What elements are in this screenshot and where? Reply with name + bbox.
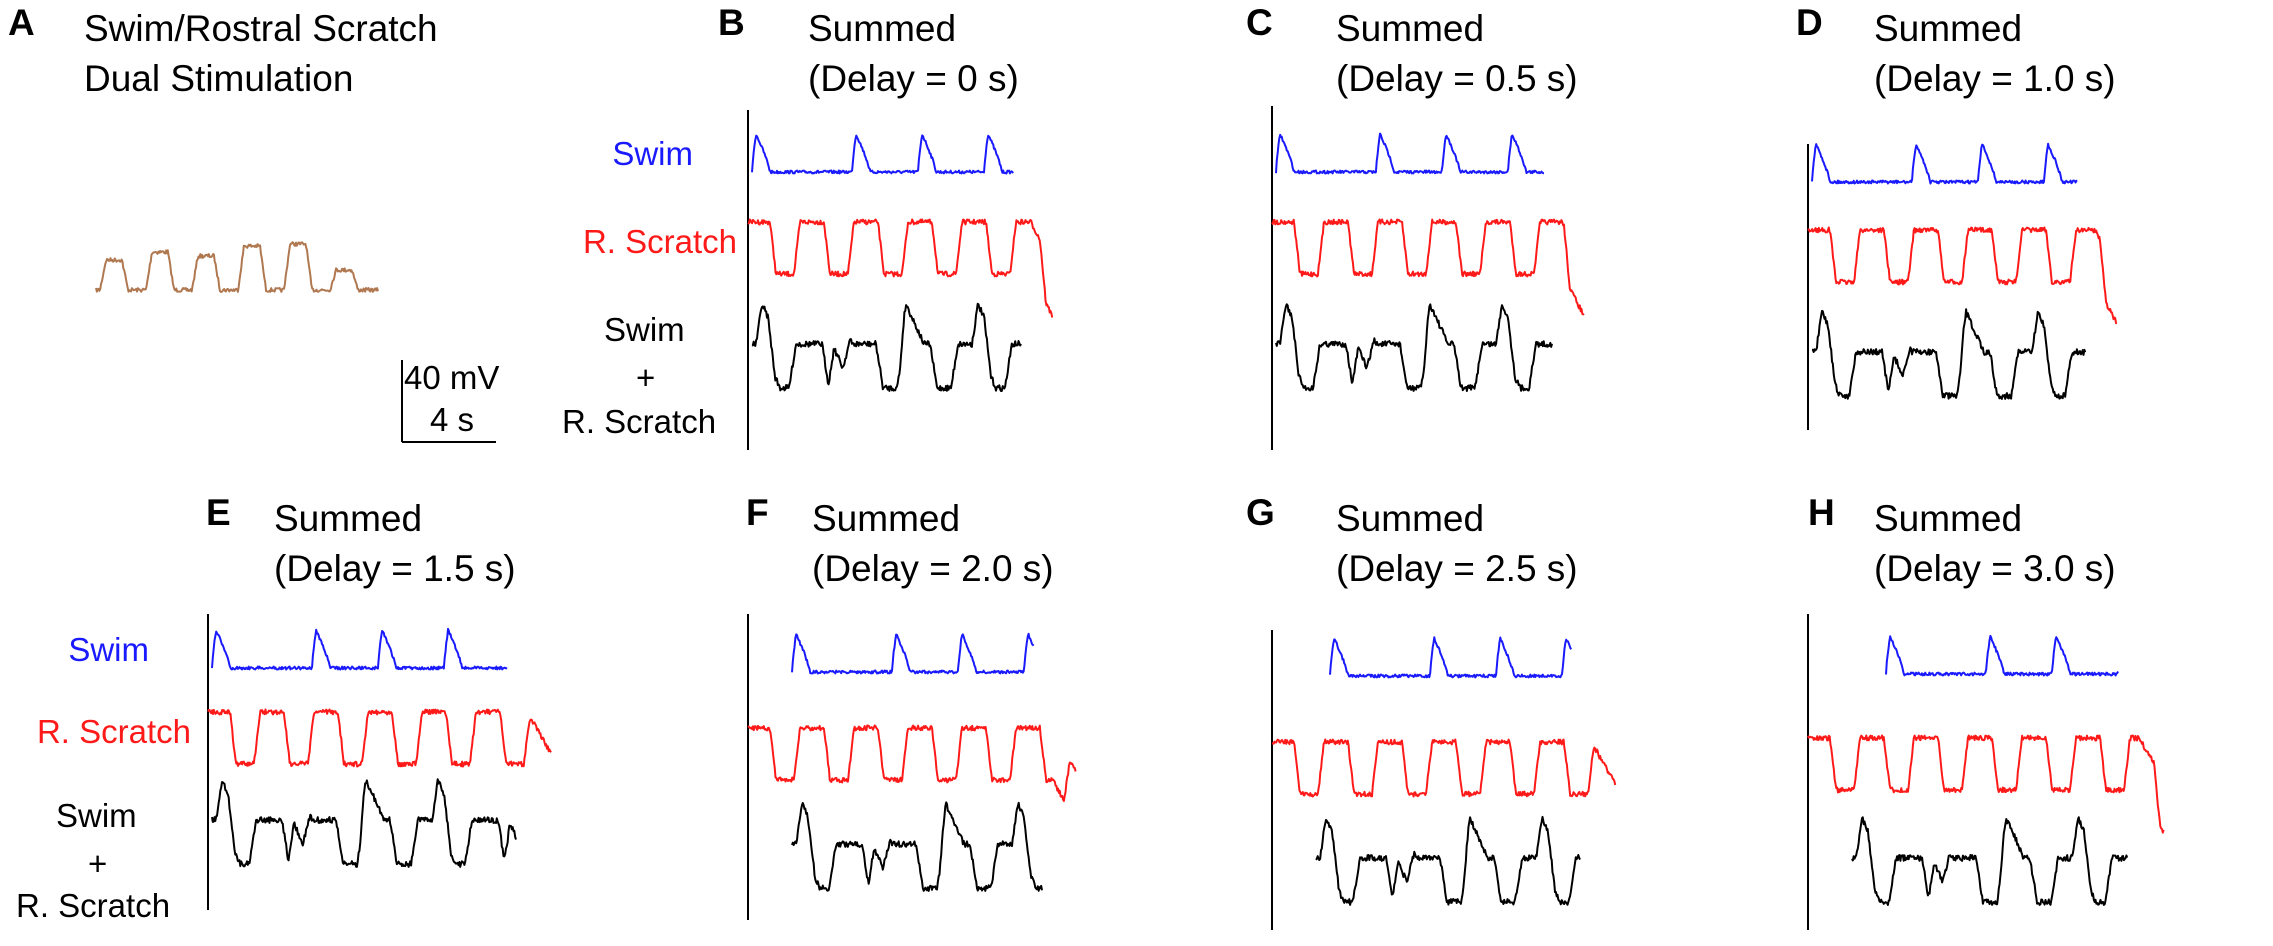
panel-letter-f: F bbox=[746, 492, 769, 533]
row-label-sum-bottom-line1: Swim bbox=[56, 797, 137, 834]
panel-h-swim-trace bbox=[1885, 634, 2119, 677]
panel-c-title: Summed bbox=[1336, 8, 1485, 49]
row-label-swim-bottom: Swim bbox=[68, 631, 149, 668]
panel-c-summed-trace bbox=[1275, 303, 1553, 392]
row-label-scratch-top: R. Scratch bbox=[582, 223, 737, 260]
panel-letter-h: H bbox=[1808, 492, 1835, 533]
panel-f-title: Summed bbox=[812, 498, 961, 539]
panel-e-swim-trace bbox=[211, 627, 508, 671]
panel-g-swim-trace bbox=[1329, 636, 1573, 679]
panel-f-summed-trace bbox=[791, 801, 1043, 892]
panel-d-swim-trace bbox=[1811, 142, 2078, 185]
row-label-sum-top-line2: + bbox=[636, 359, 656, 396]
panel-d-delay: (Delay = 1.0 s) bbox=[1874, 58, 2116, 99]
panel-b-swim-trace bbox=[751, 134, 1014, 175]
panel-d-scratch-trace bbox=[1807, 226, 2118, 325]
row-label-scratch-bottom: R. Scratch bbox=[36, 713, 191, 750]
panel-b-summed-trace bbox=[751, 302, 1022, 392]
panel-c-swim-trace bbox=[1275, 132, 1545, 175]
panel-b-delay: (Delay = 0 s) bbox=[808, 58, 1019, 99]
panel-g-summed-trace bbox=[1315, 815, 1581, 906]
panel-c-delay: (Delay = 0.5 s) bbox=[1336, 58, 1578, 99]
panel-h-scratch-trace bbox=[1807, 734, 2165, 834]
dual-stim-trace bbox=[95, 241, 379, 293]
panel-e-delay: (Delay = 1.5 s) bbox=[274, 548, 516, 589]
row-label-sum-top-line3: R. Scratch bbox=[562, 403, 717, 440]
panel-letter-a: A bbox=[8, 2, 35, 43]
panel-b-title: Summed bbox=[808, 8, 957, 49]
panel-a-title-line2: Dual Stimulation bbox=[84, 58, 354, 99]
panel-h-summed-trace bbox=[1851, 816, 2129, 906]
panel-d-summed-trace bbox=[1811, 308, 2087, 400]
row-label-sum-top-line1: Swim bbox=[604, 311, 685, 348]
panel-a-title-line1: Swim/Rostral Scratch bbox=[84, 8, 438, 49]
panel-b-scratch-trace bbox=[747, 218, 1054, 318]
panel-h-delay: (Delay = 3.0 s) bbox=[1874, 548, 2116, 589]
panel-letter-g: G bbox=[1246, 492, 1275, 533]
panel-d-title: Summed bbox=[1874, 8, 2023, 49]
panel-g-title: Summed bbox=[1336, 498, 1485, 539]
panel-c-scratch-trace bbox=[1271, 218, 1585, 316]
panel-f-swim-trace bbox=[791, 632, 1035, 675]
row-label-sum-bottom-line3: R. Scratch bbox=[16, 887, 171, 924]
panel-e-scratch-trace bbox=[207, 708, 552, 768]
panel-e-title: Summed bbox=[274, 498, 423, 539]
row-label-swim-top: Swim bbox=[612, 135, 693, 172]
panel-letter-d: D bbox=[1796, 2, 1823, 43]
panel-letter-c: C bbox=[1246, 2, 1273, 43]
panel-e-summed-trace bbox=[211, 778, 517, 868]
row-label-sum-bottom-line2: + bbox=[88, 845, 108, 882]
panel-letter-e: E bbox=[206, 492, 231, 533]
panel-g-delay: (Delay = 2.5 s) bbox=[1336, 548, 1578, 589]
panel-g-scratch-trace bbox=[1271, 738, 1617, 798]
scale-bar-voltage-label: 40 mV bbox=[404, 359, 500, 396]
panel-f-delay: (Delay = 2.0 s) bbox=[812, 548, 1054, 589]
panel-h-title: Summed bbox=[1874, 498, 2023, 539]
scale-bar-time-label: 4 s bbox=[430, 401, 475, 438]
panel-f-scratch-trace bbox=[747, 724, 1077, 802]
panel-letter-b: B bbox=[718, 2, 745, 43]
